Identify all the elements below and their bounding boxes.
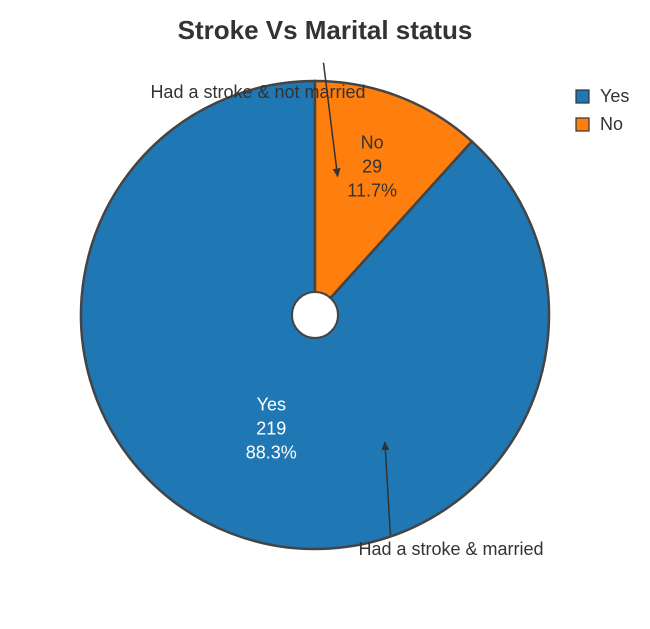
annotation-arrow-no bbox=[322, 62, 341, 178]
slice-label-name-yes: Yes bbox=[257, 395, 286, 415]
legend-swatch-yes bbox=[575, 89, 590, 104]
slice-label-name-no: No bbox=[361, 132, 384, 152]
annotation-arrow-yes bbox=[381, 441, 392, 536]
slice-label-percent-no: 11.7% bbox=[347, 180, 397, 200]
legend-label-yes: Yes bbox=[600, 86, 629, 106]
legend-label-no: No bbox=[600, 114, 623, 134]
slice-label-value-no: 29 bbox=[362, 156, 382, 176]
pie-slice-no bbox=[313, 79, 474, 319]
annotation-text-no: Had a stroke & not married bbox=[150, 82, 365, 102]
annotations: Had a stroke & not married Had a stroke &… bbox=[150, 62, 544, 559]
legend: Yes No bbox=[575, 86, 629, 134]
chart-title: Stroke Vs Marital status bbox=[178, 15, 473, 45]
slice-labels: Yes 219 88.3% No 29 11.7% bbox=[246, 132, 397, 462]
pie-center-hole bbox=[291, 291, 339, 339]
legend-swatch-no bbox=[575, 117, 590, 132]
annotation-text-yes: Had a stroke & married bbox=[358, 539, 543, 559]
slice-label-value-yes: 219 bbox=[256, 419, 286, 439]
slice-label-percent-yes: 88.3% bbox=[246, 443, 297, 463]
